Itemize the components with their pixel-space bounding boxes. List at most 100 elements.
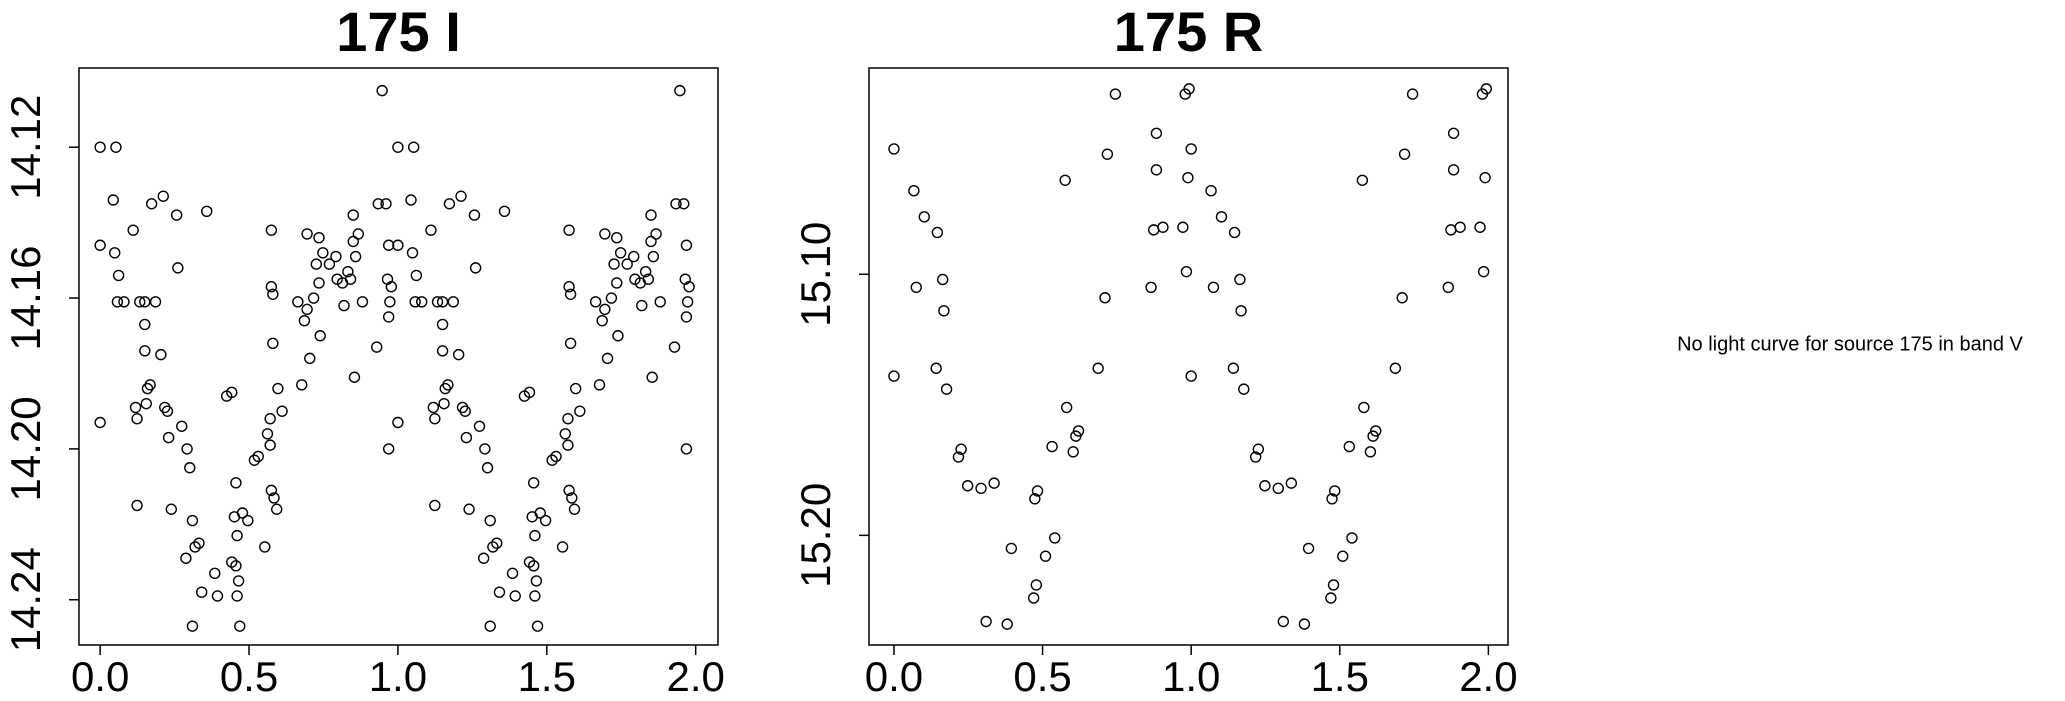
data-point xyxy=(431,296,444,308)
data-point xyxy=(574,405,586,417)
data-point xyxy=(252,450,264,463)
y-tick-label: 15.10 xyxy=(792,222,839,327)
data-point xyxy=(405,194,417,206)
data-point xyxy=(276,405,288,417)
data-point xyxy=(589,296,602,308)
data-point xyxy=(139,345,151,357)
data-point xyxy=(1148,224,1160,236)
data-point xyxy=(265,281,278,293)
data-point xyxy=(460,431,473,444)
data-point xyxy=(1049,532,1061,544)
data-point xyxy=(1249,451,1262,463)
data-point xyxy=(94,141,106,153)
data-point xyxy=(473,420,486,432)
data-point xyxy=(531,620,544,632)
data-point xyxy=(131,499,143,512)
data-point xyxy=(1150,164,1163,176)
data-point xyxy=(646,371,658,383)
data-point xyxy=(145,198,158,210)
data-point xyxy=(493,586,506,598)
data-point xyxy=(1215,211,1228,223)
data-point xyxy=(681,296,694,308)
data-point xyxy=(955,443,967,455)
data-point xyxy=(1228,226,1241,239)
data-point xyxy=(469,262,482,274)
data-point xyxy=(111,296,124,308)
data-point xyxy=(455,190,467,202)
data-point xyxy=(1358,401,1370,414)
data-point xyxy=(491,537,503,549)
data-point xyxy=(680,311,693,323)
data-point xyxy=(1029,493,1041,505)
data-point xyxy=(94,239,106,251)
data-point xyxy=(248,454,261,466)
data-point xyxy=(1157,221,1169,233)
data-point xyxy=(1145,281,1157,294)
data-point xyxy=(261,428,274,440)
data-point xyxy=(1227,362,1240,374)
data-point xyxy=(170,209,183,221)
data-point xyxy=(376,84,388,97)
data-point xyxy=(1447,127,1460,139)
data-point xyxy=(1031,485,1044,497)
data-point xyxy=(438,397,450,410)
data-point xyxy=(593,379,606,391)
data-point xyxy=(647,250,660,263)
data-point xyxy=(975,482,987,495)
data-point xyxy=(668,341,681,353)
data-point xyxy=(1183,83,1195,95)
data-point xyxy=(1474,221,1486,233)
data-point xyxy=(443,198,456,210)
data-point xyxy=(1030,579,1043,591)
data-point xyxy=(110,141,122,153)
data-point xyxy=(605,292,618,304)
data-point xyxy=(307,292,320,304)
data-point xyxy=(1150,127,1163,139)
data-point xyxy=(1480,83,1493,95)
data-point xyxy=(1234,273,1246,286)
data-point xyxy=(265,224,278,236)
data-point xyxy=(301,303,313,316)
data-point xyxy=(562,439,574,451)
data-point xyxy=(530,575,543,587)
data-point xyxy=(149,296,162,308)
data-point xyxy=(463,503,475,515)
data-point xyxy=(429,499,441,512)
data-point xyxy=(611,232,623,244)
data-point xyxy=(406,247,419,259)
data-point xyxy=(193,537,205,549)
data-point xyxy=(1092,362,1104,374)
data-point xyxy=(1285,477,1298,489)
x-tick-label: 0.0 xyxy=(865,653,923,700)
data-point xyxy=(908,185,920,197)
no-data-message: No light curve for source 175 in band V xyxy=(1677,333,2023,355)
data-point xyxy=(234,620,246,632)
y-tick-label: 14.20 xyxy=(2,396,49,501)
data-point xyxy=(267,288,279,300)
data-point xyxy=(1060,401,1073,414)
data-point xyxy=(534,507,546,519)
data-point xyxy=(134,296,146,308)
data-point xyxy=(140,397,152,410)
y-tick-label: 14.16 xyxy=(2,245,49,350)
data-point xyxy=(271,503,283,515)
data-point xyxy=(384,296,396,308)
data-point xyxy=(1109,88,1122,100)
data-point xyxy=(1389,362,1402,374)
data-point xyxy=(468,209,481,221)
data-point xyxy=(477,552,490,564)
data-point xyxy=(232,575,245,587)
data-point xyxy=(268,492,280,504)
data-point xyxy=(296,379,308,391)
data-point xyxy=(527,560,540,572)
data-point xyxy=(161,405,174,417)
data-point xyxy=(310,258,323,270)
data-point xyxy=(509,590,521,602)
data-point xyxy=(980,615,992,628)
data-point xyxy=(442,379,454,391)
data-point xyxy=(642,273,655,285)
data-point xyxy=(385,281,398,293)
data-point xyxy=(608,258,620,270)
data-point xyxy=(938,305,950,317)
